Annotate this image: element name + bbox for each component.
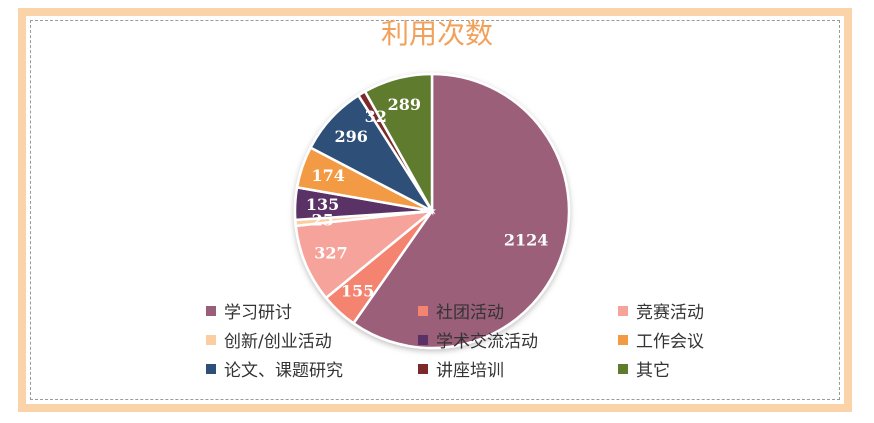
pie-slice-8 bbox=[363, 72, 434, 216]
data-label-1: 155 bbox=[341, 281, 374, 300]
data-label-8: 289 bbox=[388, 95, 421, 114]
data-label-5: 174 bbox=[312, 166, 345, 185]
legend-item-6: 论文、课题研究 bbox=[206, 356, 343, 382]
data-label-2: 327 bbox=[314, 243, 347, 262]
legend-label: 讲座培训 bbox=[436, 361, 504, 381]
legend-item-3: 创新/创业活动 bbox=[206, 327, 332, 353]
legend-item-0: 学习研讨 bbox=[206, 298, 292, 324]
legend-label: 学术交流活动 bbox=[436, 332, 538, 352]
legend-swatch-icon bbox=[618, 334, 628, 345]
chart-title: 利用次数 bbox=[380, 17, 493, 50]
legend-swatch-icon bbox=[418, 305, 428, 316]
chart-inner-dashed-border bbox=[30, 20, 840, 400]
legend-swatch-icon bbox=[618, 305, 628, 316]
legend-swatch-icon bbox=[418, 363, 428, 374]
legend-swatch-icon bbox=[206, 305, 216, 316]
legend-item-2: 竞赛活动 bbox=[618, 298, 704, 324]
data-label-6: 296 bbox=[335, 127, 368, 146]
legend-item-5: 工作会议 bbox=[618, 327, 704, 353]
legend-item-1: 社团活动 bbox=[418, 298, 504, 324]
legend-label: 创新/创业活动 bbox=[224, 332, 332, 352]
legend-label: 学习研讨 bbox=[224, 303, 292, 323]
legend-label: 论文、课题研究 bbox=[224, 361, 343, 381]
pie-slice-2 bbox=[294, 209, 437, 300]
data-label-3: 25 bbox=[312, 211, 334, 230]
legend-swatch-icon bbox=[206, 363, 216, 374]
legend-swatch-icon bbox=[418, 334, 428, 345]
legend-swatch-icon bbox=[206, 334, 216, 345]
legend-label: 社团活动 bbox=[436, 303, 504, 323]
legend-item-7: 讲座培训 bbox=[418, 356, 504, 382]
pie-slices bbox=[293, 72, 571, 350]
legend-item-4: 学术交流活动 bbox=[418, 327, 538, 353]
data-label-4: 135 bbox=[306, 195, 339, 214]
legend-label: 工作会议 bbox=[636, 332, 704, 352]
legend-label: 竞赛活动 bbox=[636, 303, 704, 323]
legend-item-8: 其它 bbox=[618, 356, 670, 382]
legend-label: 其它 bbox=[636, 361, 670, 381]
legend-swatch-icon bbox=[618, 363, 628, 374]
pie-slice-0 bbox=[351, 72, 571, 350]
data-label-0: 2124 bbox=[504, 231, 549, 250]
data-label-7: 32 bbox=[365, 107, 387, 126]
